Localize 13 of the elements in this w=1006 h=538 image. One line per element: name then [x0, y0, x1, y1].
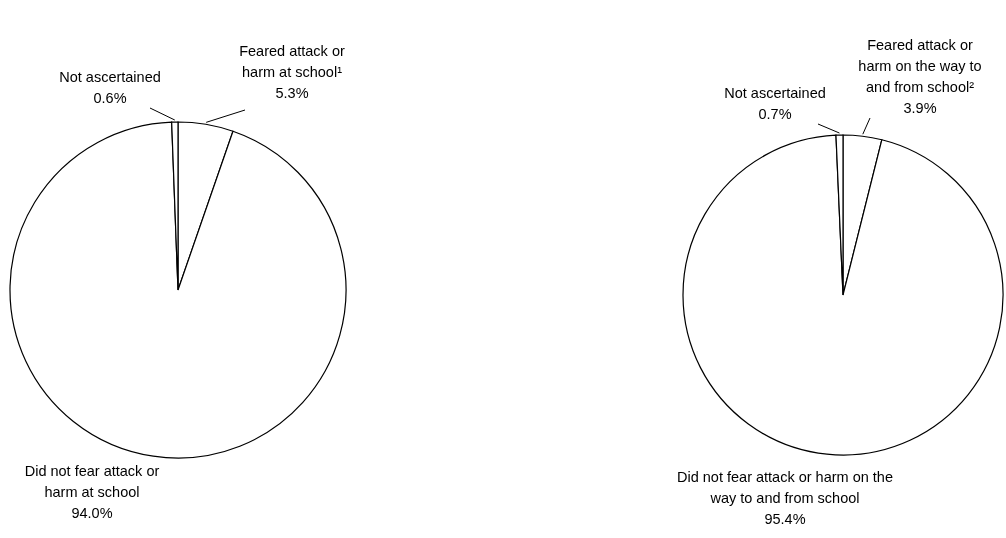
slice-label: Feared attack or harm on the way to and from school²	[858, 37, 982, 95]
data-label: 0.7%	[758, 106, 792, 122]
slice-label: Did not fear attack or harm at school	[24, 463, 160, 500]
data-label: 5.3%	[275, 85, 309, 101]
data-label: 0.6%	[93, 90, 127, 106]
data-label: 95.4%	[764, 511, 806, 527]
data-label: 94.0%	[71, 505, 113, 521]
slice-label: Not ascertained	[59, 69, 161, 85]
pie-slice	[9, 121, 347, 459]
slice-label: Feared attack or harm at school¹	[239, 43, 345, 80]
slice-label: Not ascertained	[724, 85, 826, 101]
data-label: 3.9%	[903, 100, 937, 116]
slice-label: Did not fear attack or harm on the way to and from school	[677, 469, 893, 506]
